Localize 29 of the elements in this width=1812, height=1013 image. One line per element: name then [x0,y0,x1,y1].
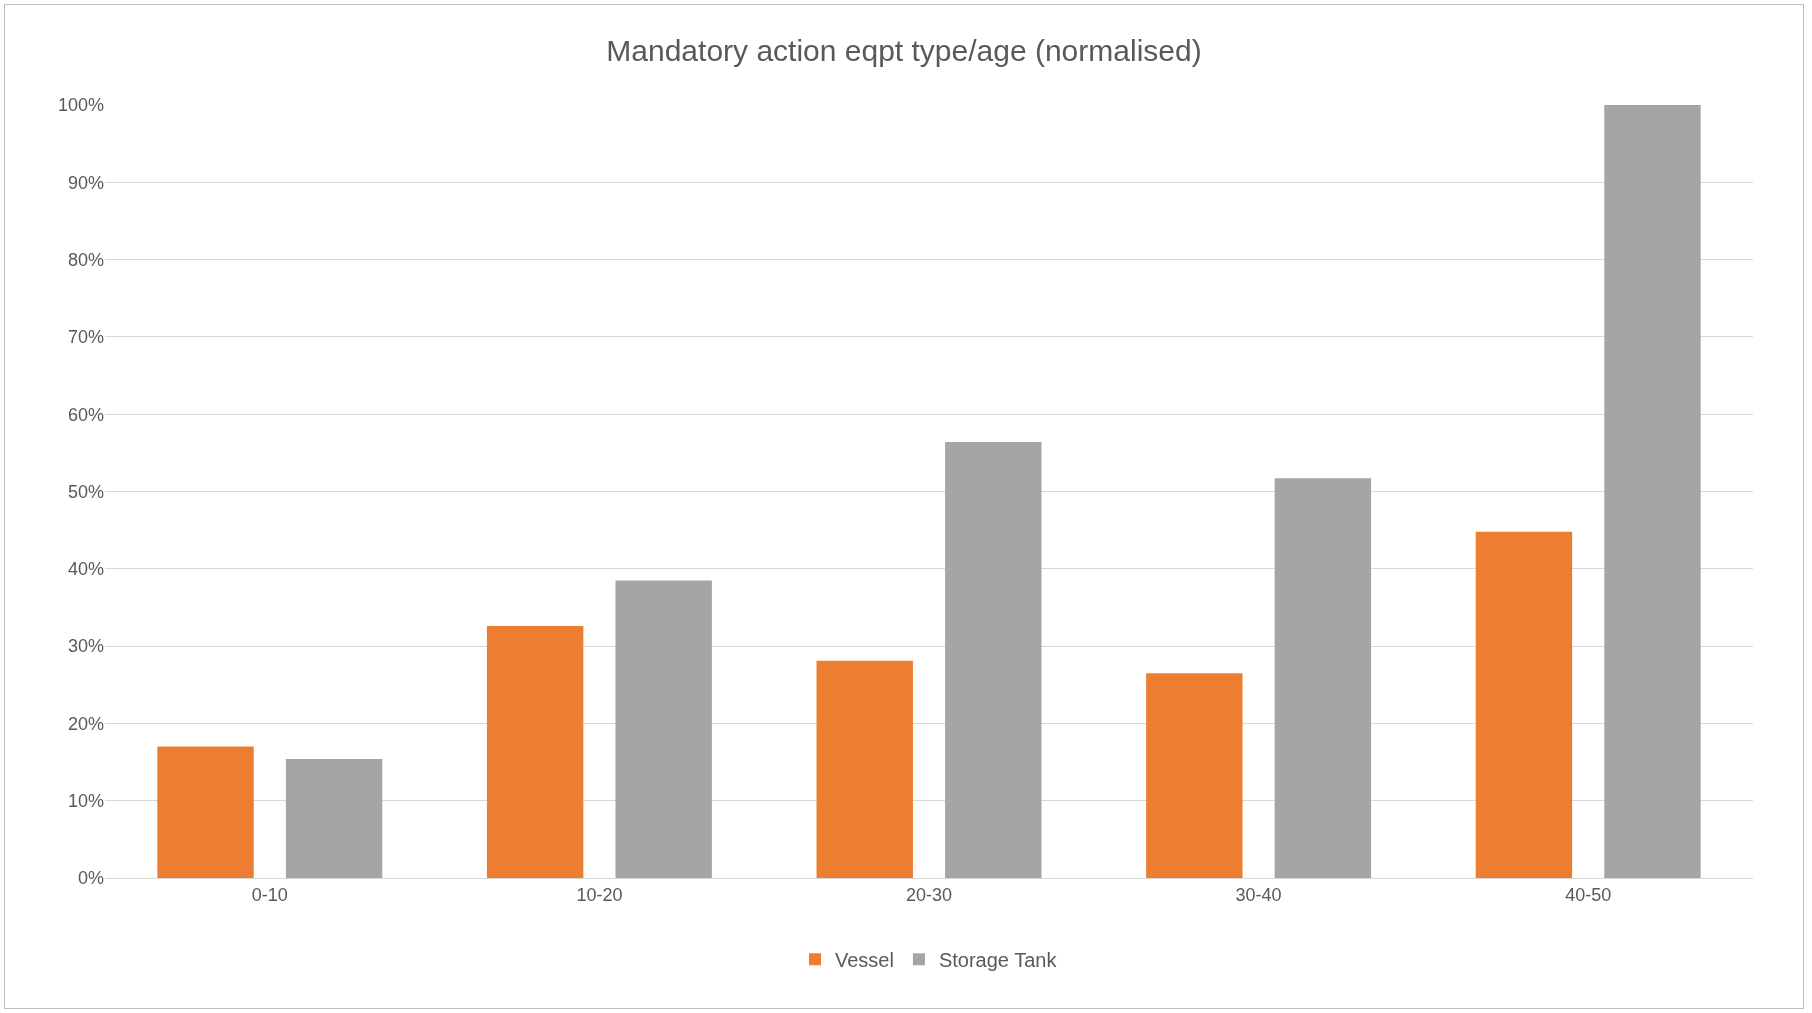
bar [157,746,254,878]
chart-title: Mandatory action eqpt type/age (normalised) [606,34,1202,68]
y-tick-label: 30% [67,636,104,657]
x-tick-label: 20-30 [905,884,953,905]
bar [285,758,383,878]
y-tick-label: 60% [67,404,104,425]
x-tick-label: 40-50 [1565,884,1612,905]
bar [1146,673,1243,878]
y-tick-label: 80% [67,249,104,270]
legend-label: Storage Tank [938,949,1058,972]
bar [945,442,1042,878]
x-tick-label: 0-10 [251,884,288,905]
x-tick-label: 30-40 [1235,884,1282,905]
bar [1475,531,1573,878]
bar [486,626,584,878]
bar [615,580,712,878]
y-tick-label: 20% [67,713,104,734]
x-tick-label: 10-20 [576,884,623,905]
legend-label: Vessel [835,949,894,972]
bar [1274,478,1372,878]
bar [816,660,913,878]
y-tick-label: 0% [77,868,104,889]
y-tick-label: 40% [67,559,104,580]
y-tick-label: 50% [67,481,104,502]
y-tick-label: 10% [67,791,104,811]
y-tick-label: 70% [67,327,104,348]
y-tick-label: 100% [57,95,104,116]
y-tick-label: 90% [67,172,104,193]
bar [1604,105,1701,878]
